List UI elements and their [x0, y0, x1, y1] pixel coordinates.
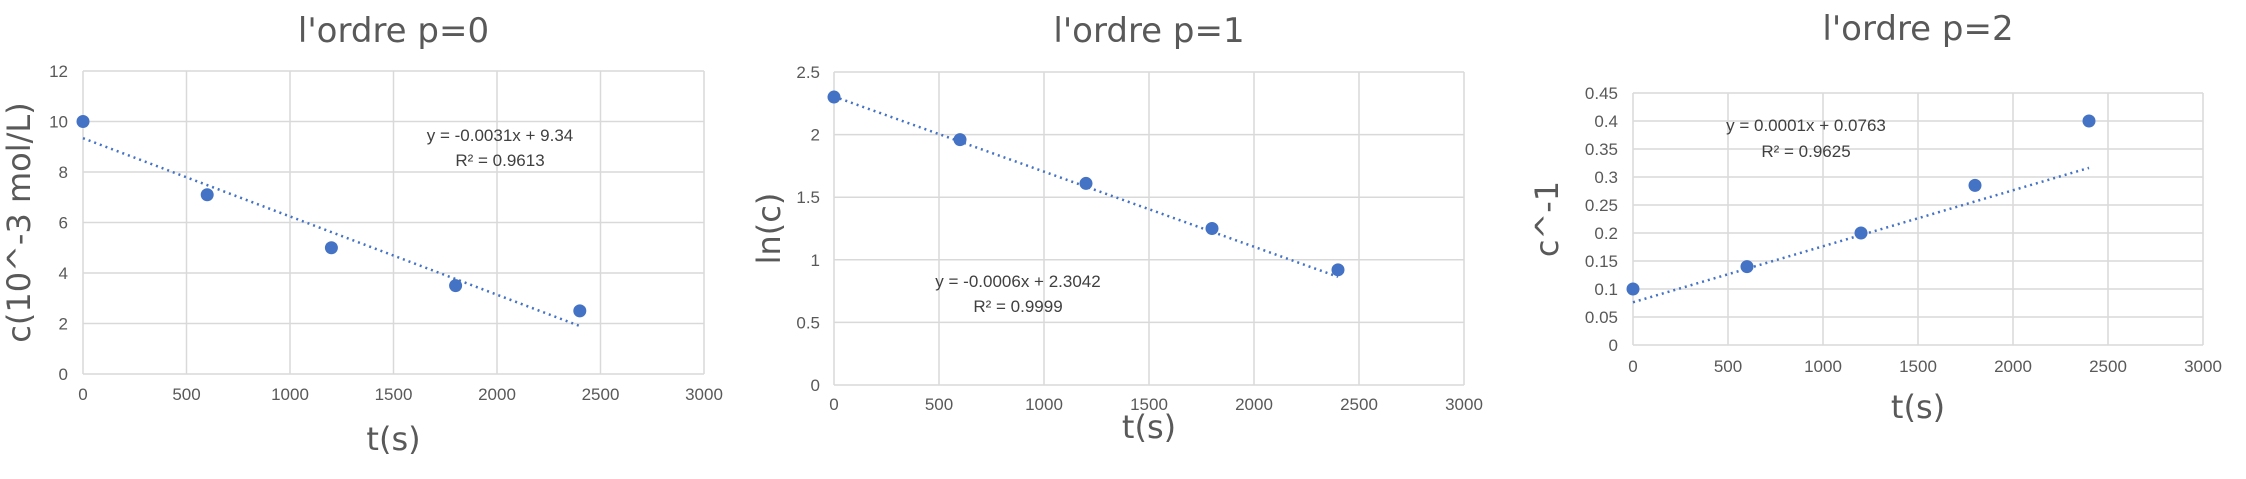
chart-title: l'ordre p=0 — [298, 11, 489, 51]
data-point — [200, 188, 214, 202]
chart-title: l'ordre p=1 — [1053, 11, 1244, 51]
x-tick-label: 1500 — [1899, 357, 1937, 376]
x-tick-label: 1500 — [375, 385, 413, 404]
data-point — [953, 133, 967, 147]
y-axis-title: c^-1 — [1528, 181, 1566, 257]
chart-2: 0 0.5 1 1.5 2 2.5 0 500 1000 1500 2000 2500 3000 l'or… — [750, 11, 1483, 446]
y-tick-label: 0.2 — [1594, 224, 1618, 243]
x-axis-title: t(s) — [366, 420, 420, 458]
data-point — [1079, 176, 1093, 190]
x-tick-label: 2500 — [1340, 395, 1378, 414]
trendline-equation: y = -0.0031x + 9.34 — [427, 126, 574, 145]
y-tick-label: 0.15 — [1585, 252, 1618, 271]
y-axis-title: c(10^-3 mol/L) — [0, 102, 38, 342]
y-tick-label: 0.1 — [1594, 280, 1618, 299]
trendline — [82, 136, 581, 328]
chart-3: 0 0.05 0.1 0.15 0.2 0.25 0.3 0.35 0.4 0.45 0 500 100… — [1528, 9, 2222, 426]
chart-1: 0 2 4 6 8 10 12 0 500 1000 1500 2000 2500 3000 l'ordre… — [0, 11, 723, 458]
y-tick-label: 0.25 — [1585, 196, 1618, 215]
y-tick-label: 12 — [49, 62, 68, 81]
data-point — [1331, 263, 1345, 277]
y-tick-label: 0.45 — [1585, 84, 1618, 103]
x-tick-label: 1000 — [1025, 395, 1063, 414]
x-tick-label: 2000 — [1235, 395, 1273, 414]
data-point — [324, 241, 338, 255]
x-tick-label: 500 — [1714, 357, 1742, 376]
y-tick-label: 0 — [59, 365, 68, 384]
r-squared-label: R² = 0.9613 — [455, 151, 544, 170]
data-point — [76, 115, 90, 128]
r-squared-label: R² = 0.9625 — [1761, 142, 1850, 161]
x-tick-label: 3000 — [1445, 395, 1483, 414]
x-tick-label: 3000 — [685, 385, 723, 404]
y-tick-label: 2 — [811, 126, 820, 145]
trendline — [1632, 166, 2090, 304]
y-tick-label: 10 — [49, 113, 68, 132]
x-tick-label: 0 — [78, 385, 87, 404]
y-tick-label: 0 — [1609, 336, 1618, 355]
x-tick-label: 2000 — [1994, 357, 2032, 376]
y-tick-label: 1.5 — [796, 188, 820, 207]
x-tick-label: 2000 — [478, 385, 516, 404]
x-axis-title: t(s) — [1122, 408, 1176, 446]
x-tick-label: 1000 — [1804, 357, 1842, 376]
r-squared-label: R² = 0.9999 — [973, 297, 1062, 316]
y-tick-label: 6 — [59, 214, 68, 233]
data-point — [573, 304, 587, 318]
x-tick-label: 2500 — [582, 385, 620, 404]
data-point — [1205, 222, 1219, 235]
x-axis-title: t(s) — [1891, 388, 1945, 426]
data-point — [1740, 260, 1754, 274]
x-tick-label: 3000 — [2184, 357, 2222, 376]
chart-title: l'ordre p=2 — [1822, 9, 2013, 49]
y-tick-label: 0 — [811, 376, 820, 395]
data-point — [1854, 226, 1868, 240]
y-tick-label: 0.05 — [1585, 308, 1618, 327]
data-point — [1626, 282, 1640, 296]
data-point — [827, 90, 841, 104]
trendline-equation: y = -0.0006x + 2.3042 — [935, 272, 1100, 291]
x-tick-label: 0 — [1628, 357, 1637, 376]
x-tick-label: 2500 — [2089, 357, 2127, 376]
x-tick-label: 500 — [172, 385, 200, 404]
x-tick-label: 500 — [925, 395, 953, 414]
y-tick-label: 2.5 — [796, 63, 820, 82]
y-tick-label: 0.3 — [1594, 168, 1618, 187]
data-point — [449, 279, 463, 293]
y-tick-label: 0.5 — [796, 313, 820, 332]
y-tick-label: 8 — [59, 163, 68, 182]
y-tick-label: 1 — [811, 251, 820, 270]
y-tick-label: 0.35 — [1585, 140, 1618, 159]
y-tick-label: 0.4 — [1594, 112, 1618, 131]
y-tick-label: 2 — [59, 315, 68, 334]
data-point — [1968, 178, 1982, 192]
x-tick-label: 1000 — [271, 385, 309, 404]
y-tick-label: 4 — [59, 264, 68, 283]
trendline-equation: y = 0.0001x + 0.0763 — [1726, 116, 1886, 135]
x-tick-label: 1500 — [1130, 395, 1168, 414]
y-axis-title: ln(c) — [750, 193, 788, 265]
data-point — [2082, 114, 2096, 128]
x-tick-label: 0 — [829, 395, 838, 414]
